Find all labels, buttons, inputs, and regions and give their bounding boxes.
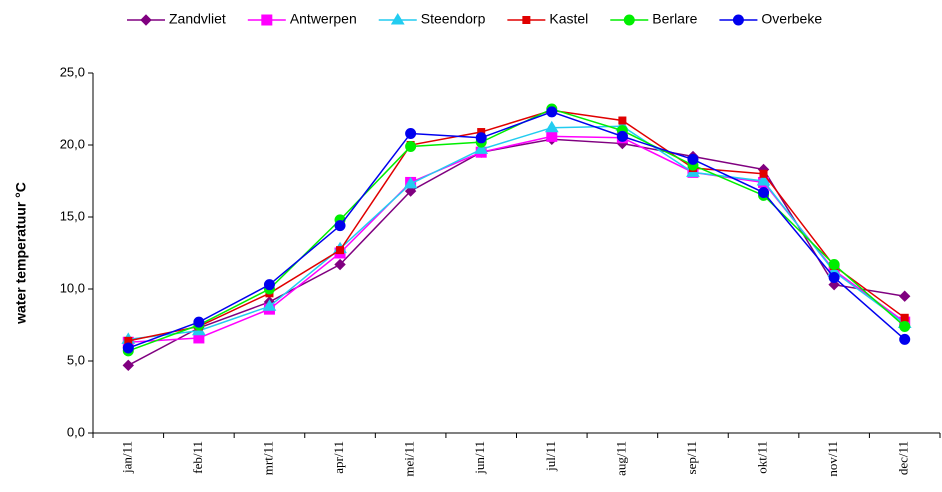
marker	[899, 333, 911, 345]
series-line	[128, 125, 906, 341]
x-tick-label: mrt/11	[260, 441, 275, 475]
x-tick-label: sep/11	[684, 441, 699, 474]
x-tick-label: jul/11	[543, 441, 558, 472]
marker	[828, 271, 840, 283]
legend-label: Steendorp	[421, 11, 486, 27]
legend-label: Overbeke	[761, 11, 822, 27]
legend-label: Antwerpen	[290, 11, 357, 27]
y-tick-label: 5,0	[67, 352, 85, 367]
y-axis-label: water temperatuur °C	[13, 182, 29, 325]
marker	[262, 299, 277, 311]
x-tick-label: jan/11	[119, 441, 134, 474]
marker	[334, 258, 346, 271]
marker	[474, 142, 489, 154]
x-tick-label: dec/11	[896, 441, 911, 475]
y-tick-label: 0,0	[67, 424, 85, 439]
marker	[403, 176, 418, 189]
legend-label: Zandvliet	[169, 11, 226, 27]
x-tick-label: apr/11	[331, 441, 346, 474]
marker	[756, 174, 771, 186]
marker	[618, 116, 627, 125]
marker	[405, 127, 417, 139]
marker	[616, 130, 628, 142]
marker	[122, 359, 134, 372]
x-tick-label: feb/11	[190, 441, 205, 474]
marker	[758, 187, 770, 199]
y-tick-label: 10,0	[60, 280, 85, 295]
marker	[404, 185, 417, 197]
marker	[263, 279, 275, 291]
marker	[759, 169, 768, 178]
x-tick-label: mei/11	[402, 441, 417, 477]
series-line	[127, 138, 905, 366]
marker	[900, 313, 909, 322]
series-line	[128, 111, 906, 349]
x-tick-label: okt/11	[755, 441, 770, 474]
x-tick-label: aug/11	[613, 441, 628, 476]
marker	[899, 290, 911, 302]
series-line	[128, 109, 906, 342]
marker	[122, 342, 134, 354]
legend-label: Berlare	[652, 11, 697, 27]
legend-marker	[390, 13, 405, 25]
y-tick-label: 20,0	[60, 136, 85, 151]
marker	[405, 140, 417, 152]
marker	[546, 130, 558, 142]
x-tick-label: jun/11	[472, 441, 487, 475]
marker	[475, 132, 487, 144]
marker	[687, 153, 699, 165]
marker	[544, 120, 559, 133]
marker	[193, 316, 205, 328]
legend-marker	[522, 16, 531, 24]
marker	[546, 106, 558, 118]
legend-marker	[732, 14, 744, 26]
legend-label: Kastel	[549, 11, 588, 27]
y-tick-label: 15,0	[60, 208, 85, 223]
marker	[336, 246, 345, 255]
marker	[899, 320, 911, 332]
legend-marker	[261, 14, 273, 26]
legend-marker	[140, 14, 152, 26]
marker	[828, 259, 840, 271]
marker	[334, 220, 346, 232]
legend-marker	[623, 14, 635, 26]
y-tick-label: 25,0	[60, 64, 85, 79]
x-tick-label: nov/11	[825, 441, 840, 477]
